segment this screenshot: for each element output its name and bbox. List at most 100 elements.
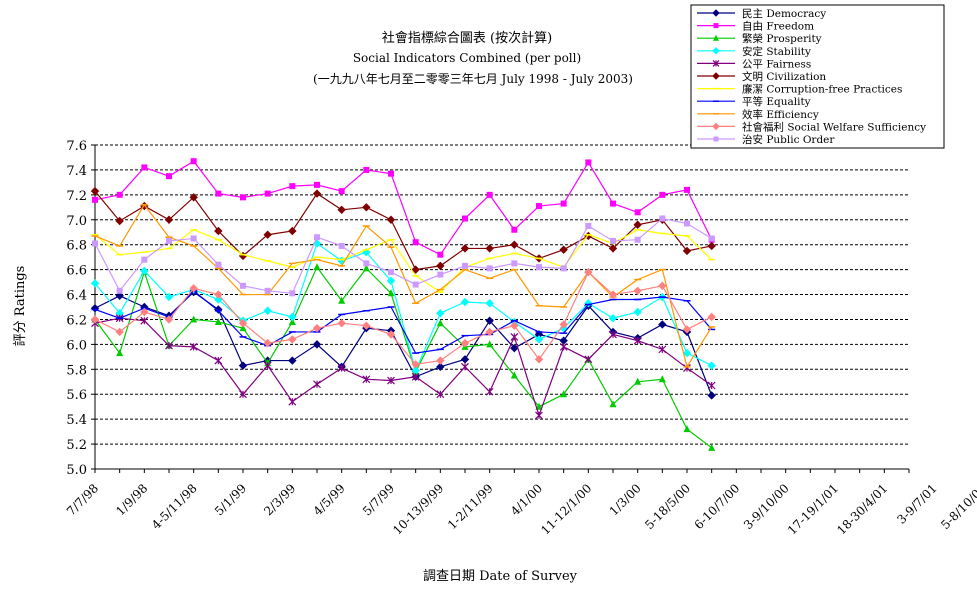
data-point — [682, 348, 692, 358]
y-tick-label: 5.8 — [66, 363, 87, 378]
chart-date-range: (一九九八年七月至二零零三年七月 July 1998 - July 2003) — [313, 72, 633, 86]
data-point — [115, 291, 124, 300]
data-point — [462, 262, 468, 269]
data-point — [633, 336, 642, 345]
data-point — [90, 186, 100, 196]
data-point — [263, 230, 272, 239]
data-point — [707, 361, 716, 370]
data-point — [461, 362, 469, 371]
data-point — [214, 226, 223, 236]
data-point — [510, 343, 519, 353]
data-point — [141, 164, 148, 171]
data-point — [164, 315, 174, 324]
data-point — [486, 191, 493, 198]
data-point — [240, 194, 246, 201]
legend-entry: 廉潔 Corruption-free Practices — [697, 83, 902, 96]
data-point — [511, 226, 518, 233]
data-point — [288, 312, 297, 322]
data-point — [166, 173, 172, 180]
data-point — [288, 226, 297, 236]
legend-label: 平等 Equality — [742, 95, 811, 108]
y-axis: 5.0 5.2 5.4 5.6 5.8 6.0 6.2 6.4 6.6 6.8 7.0 7.2 7.4 7… — [66, 139, 96, 478]
data-point — [437, 271, 444, 278]
legend-entry: 安定 Stability — [697, 45, 811, 58]
legend-label: 繁榮 Prosperity — [742, 32, 822, 45]
data-point — [712, 47, 720, 55]
data-point — [338, 188, 345, 195]
data-point — [363, 260, 370, 267]
legend-entry: 文明 Civilization — [697, 70, 826, 83]
data-point — [288, 397, 297, 406]
data-point — [92, 196, 98, 203]
data-point — [436, 356, 445, 365]
legend-entry: 效率 Efficiency — [697, 108, 819, 121]
data-point — [707, 312, 716, 322]
data-point — [708, 235, 715, 242]
y-tick-label: 6.8 — [66, 239, 87, 254]
data-point — [189, 342, 198, 351]
legend-entry: 繁榮 Prosperity — [697, 32, 822, 45]
data-point — [264, 287, 271, 294]
data-point — [116, 191, 123, 198]
data-point — [708, 443, 716, 451]
data-point — [713, 23, 719, 29]
data-point — [189, 284, 198, 293]
data-point — [536, 203, 542, 210]
data-point — [510, 321, 519, 330]
data-point — [633, 286, 642, 296]
data-point — [412, 239, 419, 246]
data-point — [141, 256, 148, 263]
data-point — [314, 181, 320, 188]
data-point — [460, 244, 470, 253]
series-line — [94, 229, 713, 293]
data-point — [560, 390, 568, 398]
data-point — [239, 390, 247, 399]
data-point — [92, 240, 98, 247]
data-point — [140, 316, 149, 325]
data-point — [585, 159, 592, 166]
data-point — [485, 327, 494, 337]
series-line — [94, 160, 713, 256]
legend-label: 治安 Public Order — [742, 133, 835, 146]
data-point — [164, 215, 174, 224]
data-point — [436, 261, 445, 271]
y-tick-label: 5.6 — [66, 388, 87, 403]
y-tick-label: 5.0 — [66, 463, 87, 478]
series-lines — [90, 158, 716, 451]
data-point — [510, 371, 518, 379]
legend-label: 廉潔 Corruption-free Practices — [742, 83, 902, 96]
data-point — [684, 220, 690, 227]
data-point — [609, 330, 617, 339]
legend-label: 安定 Stability — [742, 45, 811, 58]
data-point — [559, 342, 568, 351]
data-point — [337, 205, 346, 215]
data-point — [436, 390, 445, 399]
data-point — [610, 200, 616, 207]
data-point — [534, 355, 544, 364]
data-point — [460, 297, 470, 307]
data-point — [239, 324, 247, 332]
y-tick-label: 7.2 — [66, 189, 87, 204]
data-point — [658, 345, 667, 354]
data-point — [707, 241, 716, 251]
y-tick-label: 6.6 — [66, 264, 87, 279]
data-point — [560, 200, 567, 207]
series-line — [94, 271, 712, 365]
y-tick-label: 5.4 — [66, 413, 87, 428]
data-point — [263, 361, 272, 370]
data-point — [683, 425, 691, 433]
data-point — [510, 240, 519, 249]
data-point — [486, 265, 493, 272]
data-point — [634, 236, 641, 243]
data-point — [312, 340, 322, 349]
data-point — [387, 289, 395, 297]
data-point — [214, 290, 223, 299]
data-point — [238, 361, 248, 370]
legend-entry: 平等 Equality — [697, 95, 811, 108]
data-point — [313, 380, 321, 389]
data-point — [412, 281, 419, 288]
data-point — [166, 237, 172, 244]
data-point — [510, 332, 519, 341]
